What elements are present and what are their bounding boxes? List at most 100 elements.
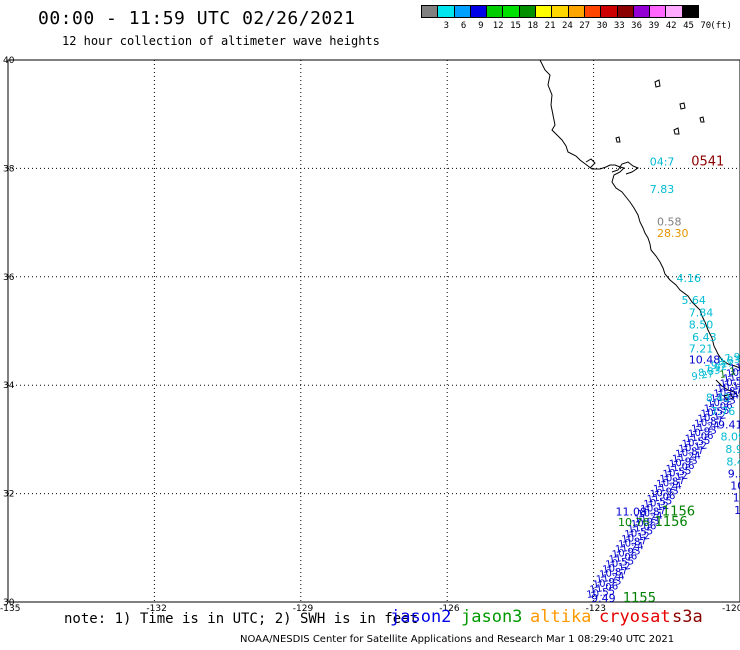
track-label: 10.93 [592, 576, 622, 591]
latitude-label: 34 [3, 381, 15, 391]
wave-height-label: 8.49 [726, 455, 740, 468]
island-e [615, 136, 621, 143]
color-scale-tick: 33 [613, 21, 625, 31]
wave-height-label: 7.21 [689, 343, 714, 356]
latitude-label: 40 [3, 56, 15, 66]
wave-height-label: 10. [730, 479, 740, 492]
track-label: 10.93 [726, 365, 740, 380]
track-label: 10.87 [675, 445, 705, 460]
color-scale-tick: 9 [478, 21, 484, 31]
map-frame [7, 59, 740, 603]
track-label: 11.06 [684, 430, 714, 445]
track-label: 10.12 [602, 561, 632, 576]
color-scale-tick: 21 [544, 21, 556, 31]
track-label: 10.87 [713, 385, 740, 400]
track-label: 10.55 [662, 466, 692, 481]
track-label: 7.92 [724, 351, 740, 365]
wave-height-label: 9.49 [591, 592, 616, 605]
track-label: 11.24 [653, 481, 683, 496]
track-label: 11.24 [729, 360, 740, 375]
coastline [539, 59, 740, 401]
latitude-label: 30 [3, 598, 15, 608]
color-scale-tick: 30 [596, 21, 608, 31]
track-label: 11.24 [710, 390, 740, 405]
latitude-label: 32 [3, 490, 14, 500]
track-label: 9.27 [691, 369, 715, 383]
color-scale-tick: 24 [561, 21, 573, 31]
track-label: 10.87 [656, 476, 686, 491]
catalina-island [723, 393, 734, 401]
track-label: 7.92 [704, 362, 728, 376]
wave-height-label: 11.08 [616, 505, 648, 518]
wave-height-label: 0.58 [657, 215, 682, 228]
color-scale-tick: 39 [648, 21, 660, 31]
track-label: 11.06 [627, 521, 657, 536]
wave-height-label: 8.93 [725, 443, 740, 456]
track-label: 10.93 [688, 425, 718, 440]
track-label: 10.87 [618, 536, 648, 551]
wave-height-label: 28.30 [657, 227, 689, 240]
color-scale-tick: 3 [443, 21, 450, 31]
track-label: 10.12 [678, 440, 708, 455]
track-label: 10.55 [643, 496, 673, 511]
longitude-label: -132 [146, 604, 166, 614]
track-label: 10.12 [716, 380, 740, 395]
track-label: 10.12 [640, 501, 670, 516]
track-label: 10.12 [697, 410, 727, 425]
track-label: 10.93 [649, 486, 679, 501]
track-label: 10.12 [659, 471, 689, 486]
wave-height-label: 1156 [655, 515, 688, 530]
track-label: 11.24 [691, 420, 721, 435]
color-scale-unit: (ft) [710, 21, 732, 31]
track-label: 11.24 [672, 450, 702, 465]
longitude-label: -129 [293, 604, 314, 614]
wave-height-label: 10.76 [618, 516, 650, 529]
wave-height-label: 5.64 [681, 294, 706, 307]
track-label: 10.55 [700, 405, 730, 420]
wave-height-label: 7.84 [689, 306, 714, 319]
legend-jason3: jason3 [461, 607, 523, 627]
color-scale-tick: 18 [527, 21, 539, 31]
wave-height-label: 1155 [623, 591, 656, 606]
track-label: 8.83 [697, 365, 721, 379]
wave-height-label: 7.76 [711, 405, 736, 418]
map-subtitle: 12 hour collection of altimeter wave hei… [62, 34, 380, 48]
wave-height-label: 4.16 [677, 272, 702, 285]
latitude-label: 36 [3, 273, 15, 283]
color-swatch [681, 5, 700, 18]
coastline-path [539, 59, 740, 369]
color-scale-labels: 3 6 9 12 15 18 21 24 27 30 33 36 39 42 45 70 (ft) [421, 21, 740, 33]
island-b [679, 102, 686, 110]
legend-s3a: s3a [672, 607, 703, 627]
color-scale-tick: 15 [510, 21, 521, 31]
track-label: 10.93 [707, 395, 737, 410]
track-label: 10.93 [611, 546, 641, 561]
wave-height-label: 1156 [662, 504, 695, 519]
wave-height-label: 8.50 [689, 318, 714, 331]
color-scale-tick: 45 [683, 21, 694, 31]
wave-height-label: 8.09 [720, 430, 740, 443]
wave-height-label: 10 [734, 504, 740, 517]
color-scale-bar [421, 5, 700, 18]
legend-altika: altika [530, 607, 592, 627]
color-scale-tick: 12 [492, 21, 504, 31]
wave-height-label: 6.43 [692, 331, 717, 344]
credit-line: NOAA/NESDIS Center for Satellite Applica… [240, 634, 675, 645]
wave-height-label: 9.41 [718, 419, 740, 432]
track-label: 11.06 [703, 400, 733, 415]
longitude-label: -123 [586, 604, 606, 614]
track-label: 11.24 [634, 511, 664, 526]
wave-height-label: 0541 [691, 155, 724, 170]
point-reyes-path [585, 158, 596, 169]
wave-height-label: 8.43 [706, 391, 731, 404]
track-label: 9.27 [711, 358, 735, 372]
track-label: 8.83 [717, 355, 740, 369]
track-label: 11.06 [723, 370, 740, 385]
track-label: 10.87 [599, 566, 629, 581]
color-scale-tick: 36 [631, 21, 643, 31]
track-label: 10.93 [630, 516, 660, 531]
color-scale-tick: 27 [579, 21, 591, 31]
color-scale-tick: 42 [665, 21, 677, 31]
